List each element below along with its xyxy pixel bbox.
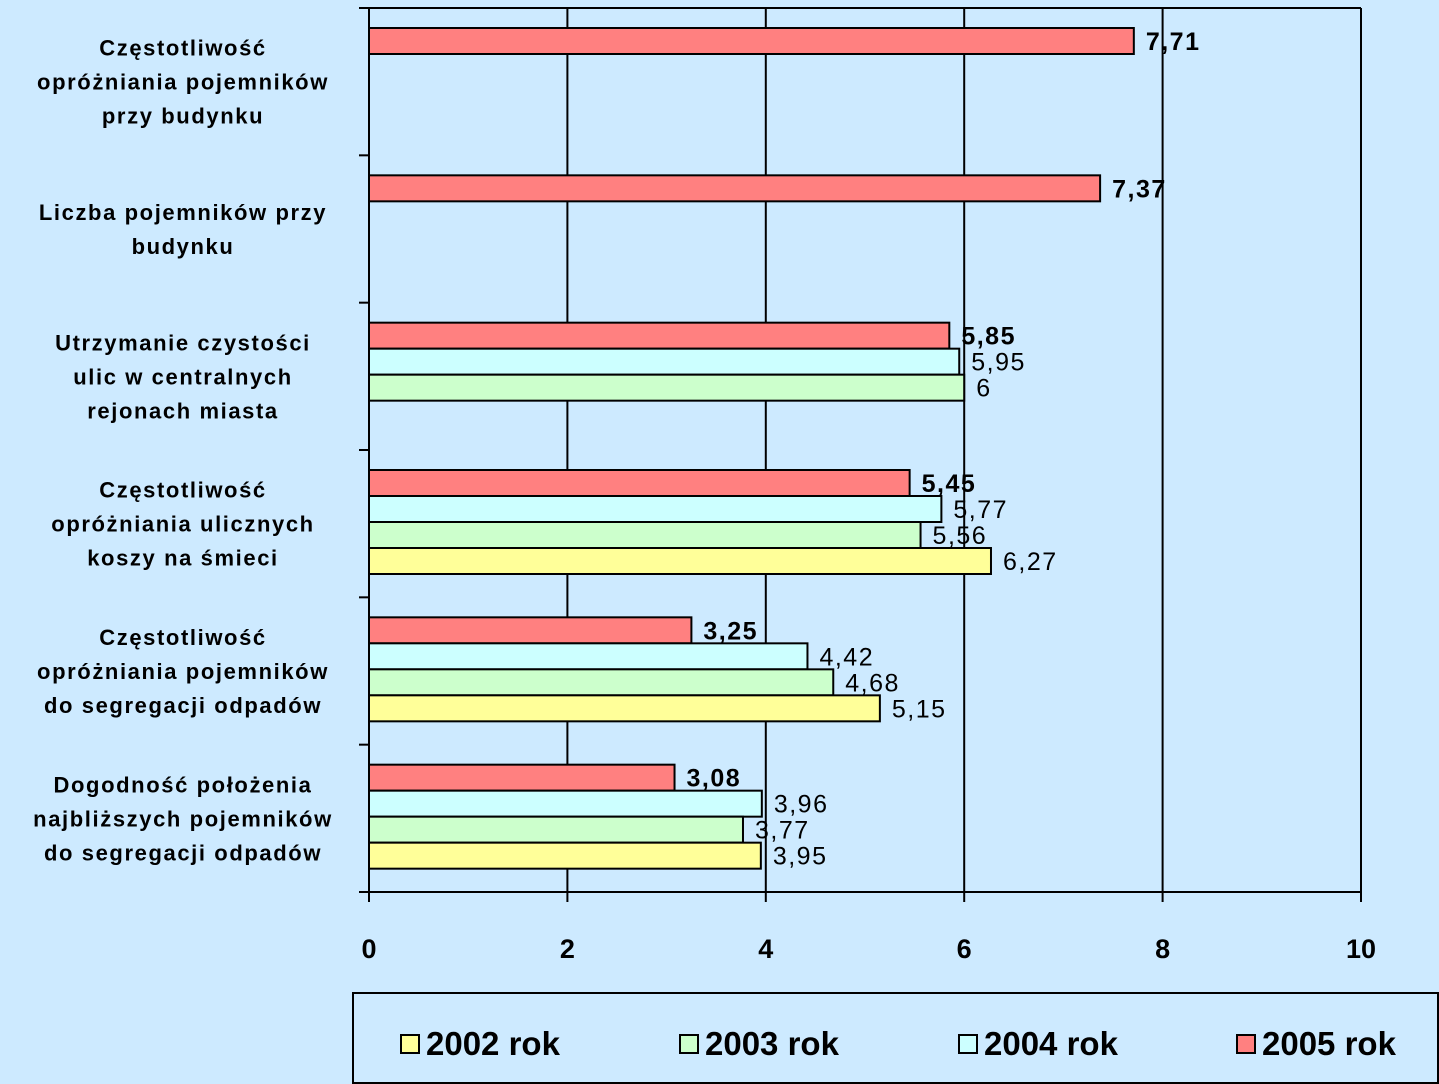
data-label-2004-rok-4: 4,42 (819, 643, 874, 671)
data-label-2005-rok-5: 3,08 (687, 765, 742, 793)
legend-label-2004: 2004 rok (984, 1025, 1118, 1062)
category-label-line: budynku (132, 234, 235, 259)
bar-2004-rok-4 (368, 642, 809, 671)
x-tick-label-2: 4 (758, 934, 773, 964)
data-label-2005-rok-0: 7,71 (1146, 28, 1201, 56)
category-label-3: Częstotliwość opróżniania ulicznych koszy … (51, 478, 314, 571)
legend-label-2005: 2005 rok (1262, 1025, 1396, 1062)
category-label-1: Liczba pojemników przy budynku (39, 200, 327, 259)
legend-swatch-2002 (400, 1034, 420, 1054)
bar-2002-rok-5 (368, 841, 762, 870)
data-label-2003-rok-2: 6 (976, 375, 991, 403)
data-label-2004-rok-3: 5,77 (953, 496, 1008, 524)
data-label-2005-rok-4: 3,25 (703, 617, 758, 645)
category-label-line: opróżniania pojemników (37, 659, 329, 684)
bar-2005-rok-5 (368, 763, 676, 792)
bar-2002-rok-3 (368, 547, 992, 575)
legend-label-2003: 2003 rok (705, 1025, 839, 1062)
category-label-2: Utrzymanie czystości ulic w centralnych re… (55, 330, 311, 423)
category-label-line: Dogodność położenia (54, 772, 313, 797)
legend-swatch-2003 (679, 1034, 699, 1054)
data-label-2002-rok-4: 5,15 (892, 695, 947, 723)
category-label-line: rejonach miasta (87, 398, 279, 423)
legend-item-2002: 2002 rok (400, 1024, 560, 1064)
data-label-2004-rok-5: 3,96 (774, 791, 829, 819)
x-tick-label-3: 6 (957, 934, 972, 964)
data-label-2002-rok-3: 6,27 (1003, 548, 1058, 576)
legend-swatch-2004 (958, 1034, 978, 1054)
category-label-line: koszy na śmieci (87, 546, 279, 571)
data-label-2005-rok-2: 5,85 (961, 323, 1016, 351)
category-label-5: Dogodność położenia najbliższych pojemnik… (33, 772, 333, 865)
data-label-2003-rok-4: 4,68 (845, 669, 900, 697)
category-label-line: Liczba pojemników przy (39, 200, 327, 225)
bar-2003-rok-3 (368, 521, 922, 549)
bar-2003-rok-2 (368, 373, 966, 402)
bar-2002-rok-4 (368, 694, 881, 723)
bar-2004-rok-3 (368, 495, 943, 523)
category-label-line: najbliższych pojemników (33, 806, 333, 831)
data-label-2005-rok-1: 7,37 (1112, 175, 1167, 203)
category-label-line: opróżniania ulicznych (51, 512, 314, 537)
category-label-line: ulic w centralnych (73, 364, 293, 389)
bar-2005-rok-3 (368, 469, 911, 497)
legend-item-2003: 2003 rok (679, 1024, 839, 1064)
x-tick-label-1: 2 (560, 934, 575, 964)
data-label-2003-rok-5: 3,77 (755, 817, 810, 845)
bar-2004-rok-5 (368, 789, 763, 818)
data-label-2004-rok-2: 5,95 (971, 349, 1026, 377)
legend: 2002 rok 2003 rok 2004 rok 2005 rok (352, 992, 1439, 1084)
bar-2005-rok-1 (368, 174, 1102, 203)
category-label-line: opróżniania pojemników (37, 70, 329, 95)
category-label-line: Utrzymanie czystości (55, 330, 311, 355)
x-tick-label-4: 8 (1155, 934, 1170, 964)
category-label-line: do segregacji odpadów (44, 840, 322, 865)
category-label-4: Częstotliwość opróżniania pojemników do se… (37, 625, 329, 718)
category-label-0: Częstotliwość opróżniania pojemników przy … (37, 36, 329, 129)
bar-2003-rok-5 (368, 815, 744, 844)
bar-chart: 0 2 4 6 8 10 Częstotliwość opróżniania pojemnik… (33, 7, 1376, 964)
bar-2003-rok-4 (368, 668, 835, 697)
category-label-line: Częstotliwość (99, 36, 267, 61)
data-label-2005-rok-3: 5,45 (922, 470, 977, 498)
legend-item-2005: 2005 rok (1236, 1024, 1396, 1064)
data-label-2003-rok-3: 5,56 (933, 522, 988, 550)
category-label-line: Częstotliwość (99, 478, 267, 503)
category-label-line: przy budynku (102, 104, 264, 129)
legend-item-2004: 2004 rok (958, 1024, 1118, 1064)
category-label-line: do segregacji odpadów (44, 693, 322, 718)
bar-2005-rok-0 (368, 27, 1135, 55)
legend-label-2002: 2002 rok (426, 1025, 560, 1062)
x-tick-label-0: 0 (361, 934, 376, 964)
legend-swatch-2005 (1236, 1034, 1256, 1054)
bar-2005-rok-4 (368, 616, 693, 645)
bar-2004-rok-2 (368, 347, 961, 376)
x-tick-label-5: 10 (1346, 934, 1376, 964)
data-label-2002-rok-5: 3,95 (773, 843, 828, 871)
bar-2005-rok-2 (368, 321, 951, 350)
category-label-line: Częstotliwość (99, 625, 267, 650)
